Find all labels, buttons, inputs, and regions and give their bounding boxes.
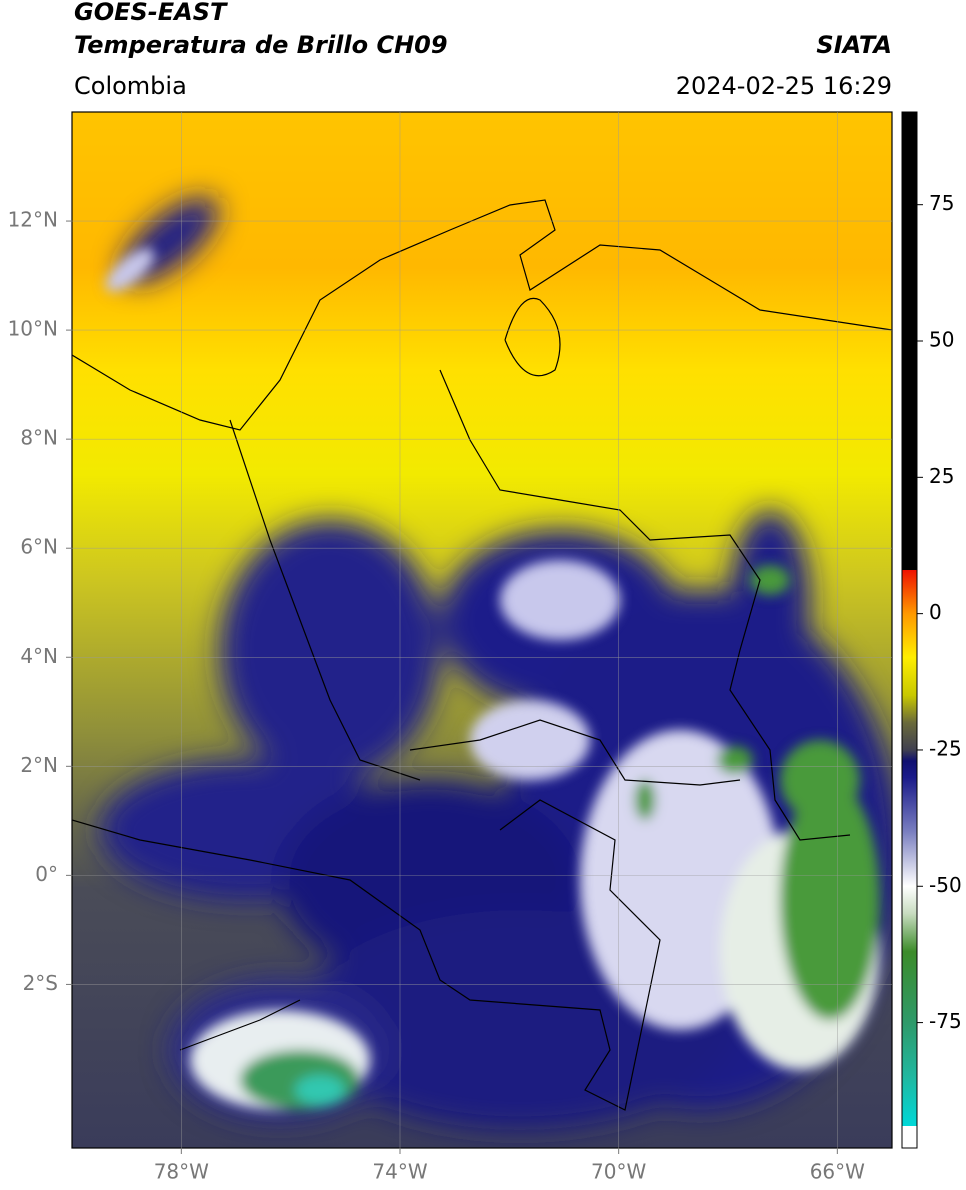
source: SIATA	[816, 31, 892, 59]
y-tick-label: 8°N	[20, 426, 58, 450]
title: GOES-EAST	[74, 0, 228, 26]
colorbar-tick-label: -75	[929, 1009, 962, 1033]
satellite-image	[72, 112, 892, 1148]
region: Colombia	[74, 72, 187, 100]
y-tick-label: 10°N	[8, 317, 58, 341]
y-tick-label: 12°N	[8, 208, 58, 232]
colorbar-tick-label: 50	[929, 328, 954, 352]
border	[179, 999, 301, 1051]
datetime: 2024-02-25 16:29	[676, 72, 892, 100]
y-tick-label: 4°N	[20, 644, 58, 668]
y-tick-label: 2°N	[20, 753, 58, 777]
lake	[504, 297, 561, 377]
colorbar	[901, 111, 918, 1149]
colorbar-tick-label: -25	[929, 736, 962, 760]
x-tick-label: 78°W	[154, 1160, 209, 1184]
colorbar-tick-label: -50	[929, 873, 962, 897]
border	[409, 719, 741, 786]
borders	[72, 199, 892, 1111]
subtitle: Temperatura de Brillo CH09	[74, 31, 448, 59]
map-frame	[71, 111, 893, 1149]
colorbar-tick-label: 75	[929, 191, 954, 215]
x-tick-label: 66°W	[810, 1160, 865, 1184]
x-tick-label: 74°W	[372, 1160, 427, 1184]
border	[72, 799, 661, 1111]
y-tick-label: 2°S	[23, 971, 58, 995]
y-tick-label: 6°N	[20, 535, 58, 559]
colorbar-tick-label: 25	[929, 464, 954, 488]
y-tick-label: 0°	[35, 862, 58, 886]
colorbar-tick-label: 0	[929, 600, 942, 624]
border	[229, 419, 421, 781]
x-tick-label: 70°W	[591, 1160, 646, 1184]
border	[439, 369, 851, 841]
